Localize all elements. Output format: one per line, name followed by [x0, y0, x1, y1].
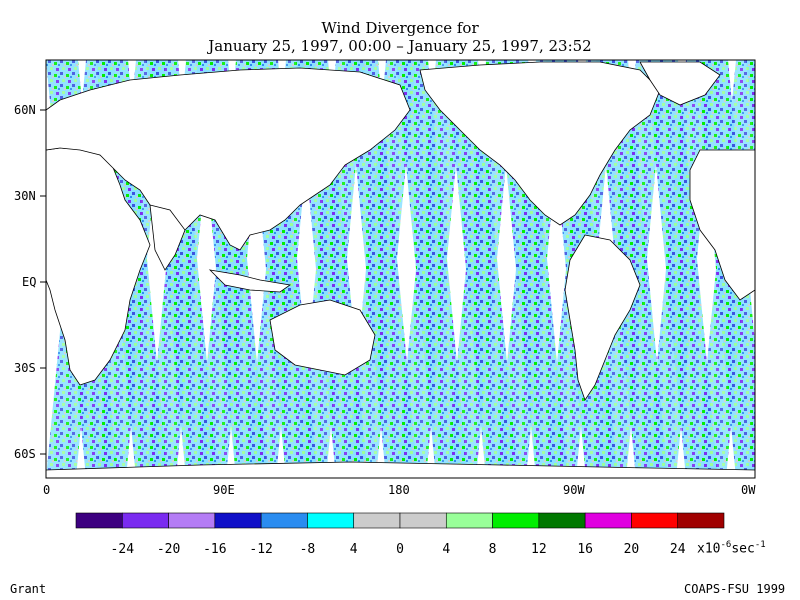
colorbar-tick-label: 20 — [623, 542, 640, 557]
lon-label-0: 0 — [43, 483, 51, 497]
colorbar-unit: x10-6sec-1 — [697, 540, 766, 557]
credit-author: Grant — [10, 582, 47, 596]
lat-label-eq: EQ — [22, 275, 37, 289]
swath-band — [346, 60, 416, 478]
coastlines — [46, 61, 755, 478]
swath-band — [746, 383, 755, 478]
credit-institution: COAPS-FSU 1999 — [684, 582, 786, 596]
colorbar-tick-label: 16 — [577, 542, 593, 557]
lon-label-180: 180 — [388, 483, 410, 497]
colorbar-tick-label: 12 — [531, 542, 547, 557]
swath-band — [746, 60, 755, 155]
colorbar-tick-label: -16 — [203, 542, 227, 557]
colorbar-tick-label: 4 — [349, 542, 358, 557]
colorbar-tick-label: 24 — [669, 542, 686, 557]
lon-label-0w: 0W — [741, 483, 756, 497]
lat-label-30n: 30N — [14, 189, 36, 203]
swath-band — [396, 60, 466, 478]
map-date-range: January 25, 1997, 00:00 – January 25, 19… — [208, 37, 592, 55]
lat-label-60n: 60N — [14, 103, 36, 117]
colorbar-tick-label: -24 — [110, 542, 135, 557]
map-title: Wind Divergence for — [321, 19, 479, 37]
lat-label-60s: 60S — [14, 447, 36, 461]
colorbar-tick-label: -12 — [249, 542, 273, 557]
lon-label-90e: 90E — [213, 483, 235, 497]
lon-label-90w: 90W — [563, 483, 585, 497]
swath-band — [446, 60, 516, 478]
swath-band — [296, 60, 366, 478]
map-frame — [45, 59, 756, 479]
lat-ticks — [40, 109, 46, 455]
colorbar-tick-label: -8 — [299, 542, 316, 557]
colorbar-tick-label: 4 — [442, 542, 451, 557]
lat-label-30s: 30S — [14, 361, 36, 375]
colorbar-tick-label: 8 — [488, 542, 497, 557]
colorbar-tick-label: -20 — [156, 542, 181, 557]
colorbar-tick-label: 0 — [396, 542, 404, 557]
